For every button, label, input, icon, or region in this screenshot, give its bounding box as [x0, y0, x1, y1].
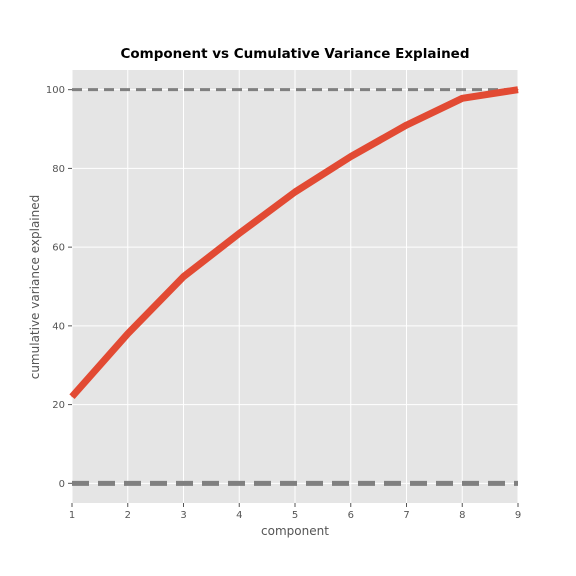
data-point-0-5 — [350, 156, 352, 158]
y-axis-ticks: 0 20 40 60 80 100 — [46, 85, 72, 490]
series-group — [69, 86, 519, 400]
chart-title: Component vs Cumulative Variance Explain… — [121, 46, 470, 62]
y-tick-label-0: 0 — [59, 479, 65, 490]
x-tick-label-0: 1 — [69, 510, 75, 521]
y-tick-label-3: 60 — [52, 243, 65, 254]
data-point-0-4 — [294, 191, 296, 193]
x-tick-label-7: 8 — [459, 510, 465, 521]
y-tick-label-5: 100 — [46, 85, 65, 96]
x-tick-label-8: 9 — [515, 510, 521, 521]
x-tick-label-4: 5 — [292, 510, 298, 521]
x-tick-label-3: 4 — [236, 510, 242, 521]
x-tick-label-6: 7 — [403, 510, 409, 521]
data-point-0-6 — [406, 124, 407, 126]
y-tick-label-2: 40 — [52, 321, 65, 332]
y-tick-label-4: 80 — [52, 164, 65, 175]
data-point-0-0 — [71, 396, 73, 398]
data-point-0-8 — [517, 89, 519, 91]
x-axis-ticks: 1 2 3 4 5 6 7 8 9 — [69, 503, 521, 521]
y-tick-label-1: 20 — [52, 400, 65, 411]
x-axis-label: component — [261, 524, 329, 538]
data-point-0-3 — [238, 232, 240, 234]
x-tick-label-5: 6 — [348, 510, 354, 521]
x-tick-label-2: 3 — [180, 510, 186, 521]
grid — [71, 70, 519, 503]
data-point-0-7 — [461, 97, 463, 99]
data-point-0-1 — [127, 333, 129, 335]
x-tick-label-1: 2 — [125, 510, 131, 521]
data-point-0-2 — [183, 276, 184, 278]
reference-lines — [72, 88, 518, 486]
y-axis-label: cumulative variance explained — [28, 195, 42, 380]
